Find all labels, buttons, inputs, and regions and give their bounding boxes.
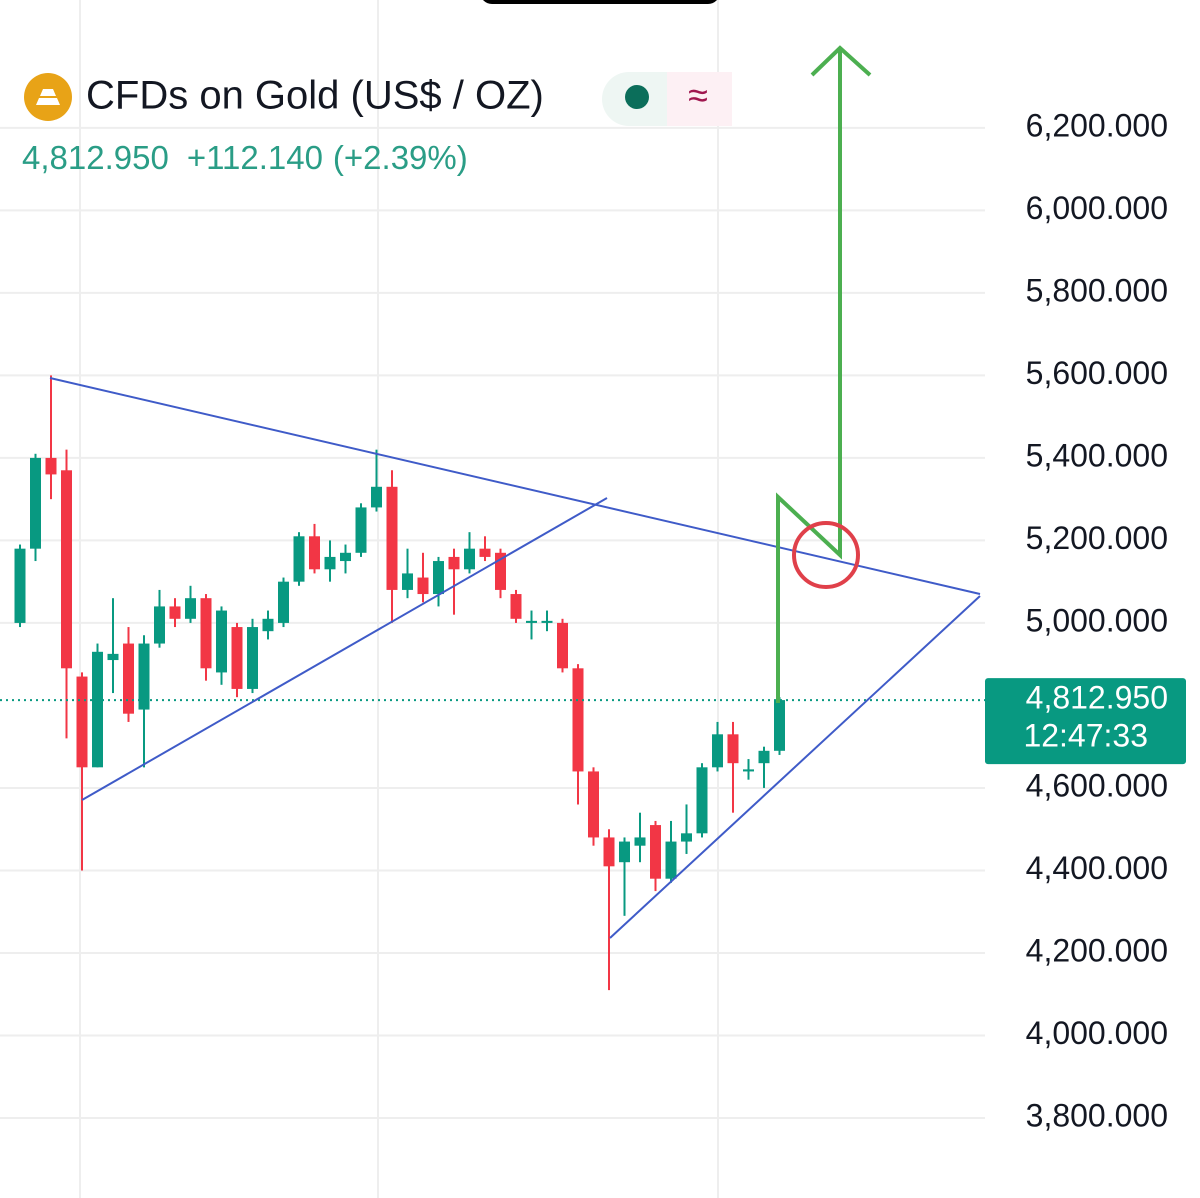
trend-line: [609, 595, 981, 939]
candle-body: [634, 837, 646, 846]
candle-body: [572, 668, 584, 772]
y-tick-label: 4,400.000: [1026, 850, 1168, 886]
instrument-title: CFDs on Gold (US$ / OZ): [86, 74, 544, 118]
candle-body: [402, 573, 413, 590]
candle-body: [541, 620, 553, 623]
candle-body: [154, 606, 165, 644]
candle-body: [340, 552, 351, 562]
y-tick-label: 5,800.000: [1026, 272, 1168, 308]
candle-body: [712, 734, 723, 768]
candle-body: [386, 486, 398, 590]
grid: [0, 0, 985, 1198]
candle-body: [526, 620, 537, 623]
candle-body: [448, 556, 460, 570]
y-tick-label: 4,000.000: [1026, 1015, 1168, 1051]
y-tick-label: 5,000.000: [1026, 602, 1168, 638]
candle-body: [479, 548, 491, 557]
candle-body: [433, 561, 444, 595]
candle-body: [262, 618, 274, 632]
y-tick-label: 5,400.000: [1026, 437, 1168, 473]
candle-body: [309, 536, 320, 570]
candle-body: [681, 833, 692, 842]
drawings: [49, 45, 981, 939]
candle-body: [696, 767, 708, 834]
price: 4,812.950: [22, 139, 169, 176]
last-price-label: 4,812.950: [1026, 680, 1168, 716]
trend-line: [49, 377, 981, 595]
candle-body: [743, 769, 754, 772]
candle-body: [557, 622, 568, 669]
candles: [0, 375, 985, 991]
delayed-icon: ≈: [688, 75, 708, 116]
candle-body: [665, 841, 677, 879]
candle-body: [650, 825, 661, 879]
candle-body: [774, 700, 785, 751]
candle-body: [464, 548, 475, 570]
candle-body: [355, 507, 367, 553]
candle-body: [324, 556, 336, 570]
candle-body: [45, 457, 57, 475]
y-tick-label: 6,200.000: [1026, 107, 1168, 143]
arrow-head: [810, 45, 872, 77]
candle-body: [293, 536, 305, 582]
header-price: 4,812.950 +112.140 (+2.39%): [22, 139, 468, 176]
status-pill-right: [667, 72, 732, 126]
y-tick-label: 4,600.000: [1026, 767, 1168, 803]
candle-body: [200, 598, 212, 669]
countdown: 12:47:33: [1023, 718, 1148, 754]
y-tick-label: 6,000.000: [1026, 190, 1168, 226]
candle-body: [417, 577, 429, 595]
candle-body: [30, 457, 41, 549]
candle-body: [588, 771, 599, 838]
candle-body: [758, 750, 770, 764]
y-tick-label: 3,800.000: [1026, 1097, 1168, 1133]
candle-body: [727, 734, 739, 764]
candle-body: [510, 594, 522, 619]
candle-body: [231, 627, 243, 689]
candle-body: [247, 627, 258, 689]
candle-body: [92, 651, 103, 768]
candle-body: [107, 653, 119, 661]
candle-body: [76, 676, 88, 768]
change-pct: (+2.39%): [333, 139, 468, 176]
candle-body: [61, 470, 72, 669]
candle-body: [278, 581, 289, 623]
candle-body: [216, 610, 227, 673]
candle-body: [603, 837, 615, 867]
candle-body: [14, 548, 26, 623]
y-tick-label: 5,600.000: [1026, 355, 1168, 391]
y-tick-label: 4,200.000: [1026, 932, 1168, 968]
gold-bars: [36, 89, 60, 105]
price-axis: 3,800.000 4,000.000 4,200.000 4,400.000 4,60…: [985, 107, 1186, 1133]
candle-body: [169, 606, 181, 619]
breakout-circle: [792, 521, 860, 589]
market-open-dot: [625, 85, 649, 109]
candle-body: [619, 841, 630, 863]
device-notch: [483, 0, 717, 4]
candle-body: [371, 486, 382, 508]
candle-body: [495, 552, 506, 590]
trend-line: [81, 497, 608, 801]
last-price-badge: [985, 678, 1186, 765]
candle-body: [185, 598, 196, 619]
candle-body: [123, 643, 134, 714]
change: +112.140: [187, 139, 323, 176]
y-tick-label: 5,200.000: [1026, 520, 1168, 556]
candle-body: [138, 643, 150, 710]
gold-icon: [24, 73, 72, 121]
